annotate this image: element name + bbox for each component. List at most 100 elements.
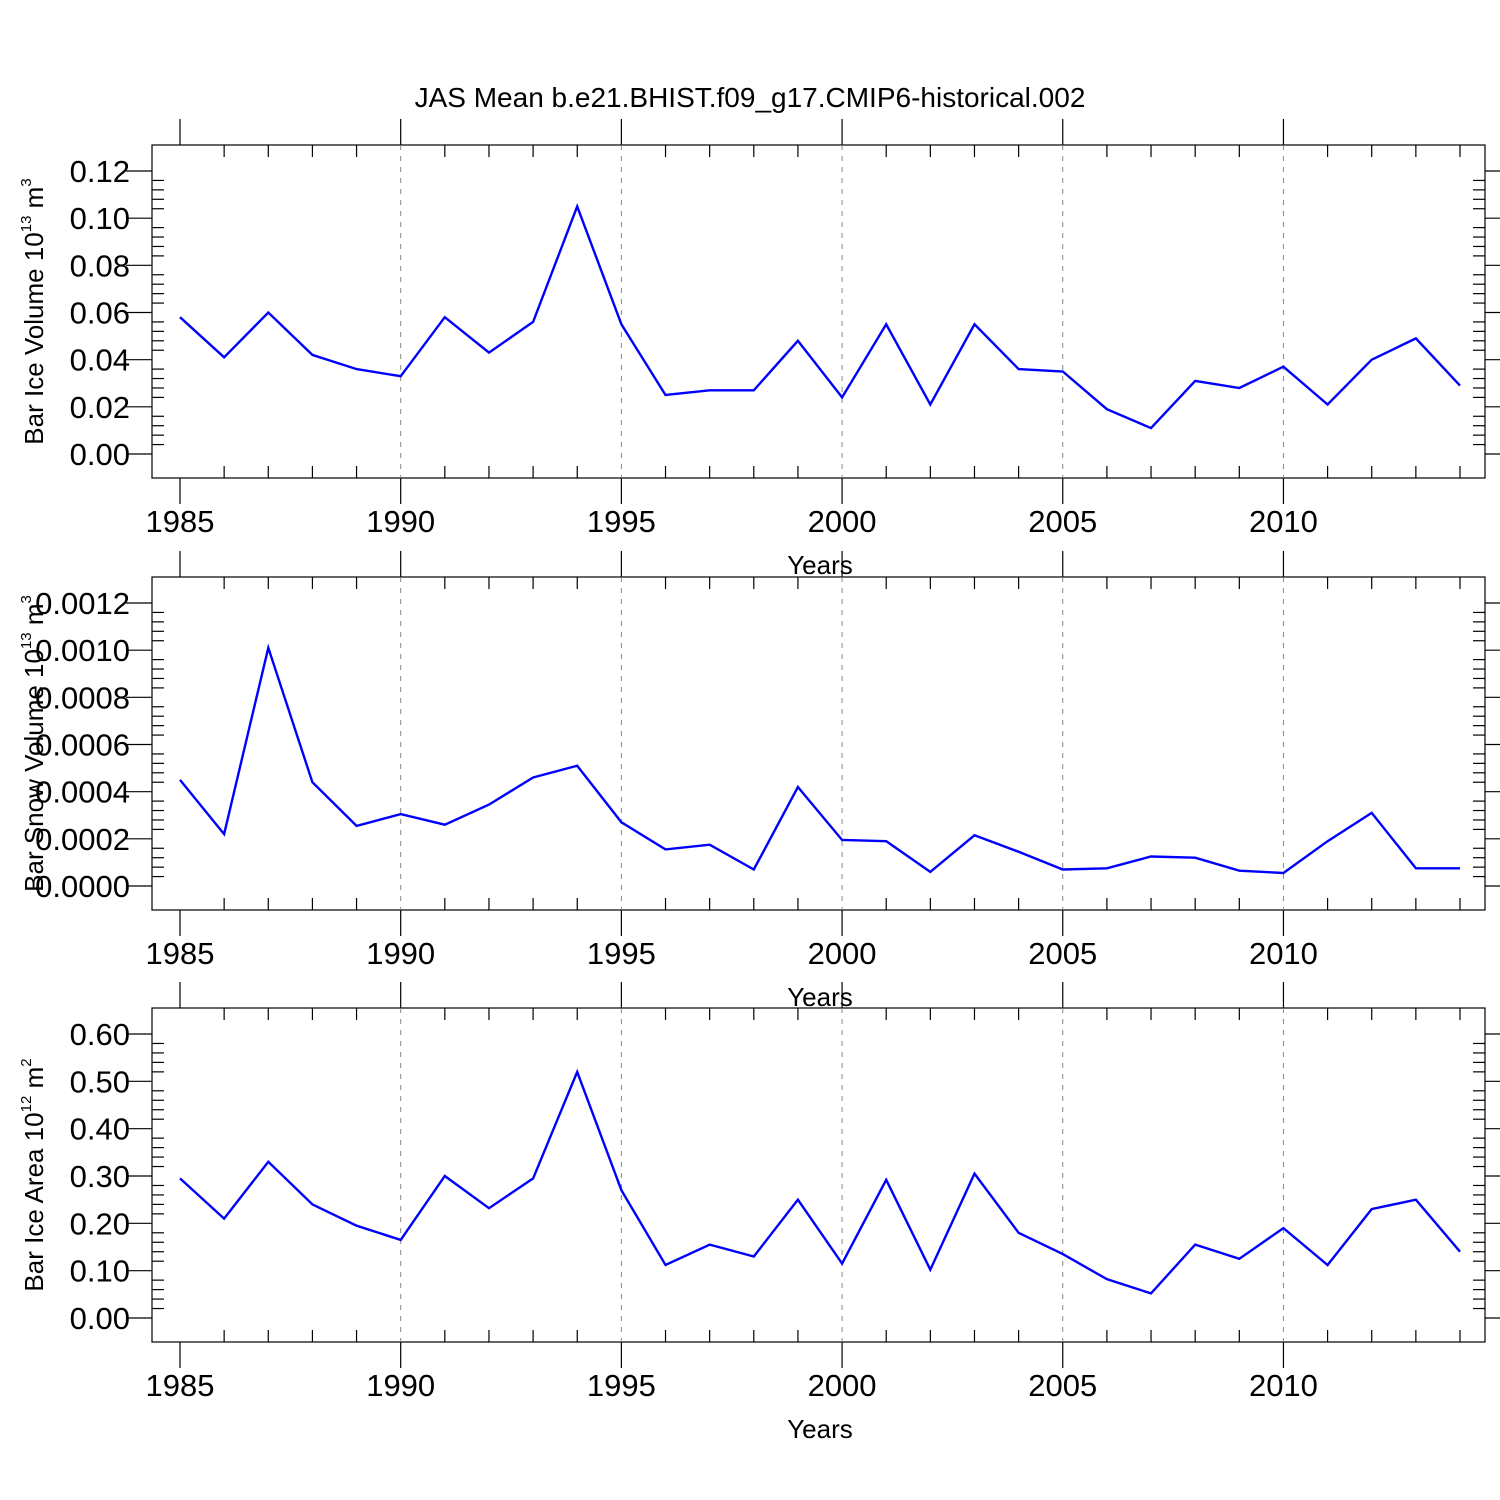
data-point xyxy=(1193,856,1197,860)
y-tick-label: 0.40 xyxy=(70,1112,130,1147)
data-point xyxy=(1105,1277,1109,1281)
data-point xyxy=(487,803,491,807)
y-tick-label: 0.0010 xyxy=(35,633,130,668)
data-point xyxy=(355,824,359,828)
data-point xyxy=(487,1206,491,1210)
panel-1: 1985 1990 1995 2000 2005 2010 0.00 0.02 0.04 0.06… xyxy=(18,119,1500,580)
data-point xyxy=(928,1268,932,1272)
data-point xyxy=(796,785,800,789)
data-point xyxy=(664,1263,668,1267)
data-point xyxy=(399,1238,403,1242)
data-point xyxy=(884,839,888,843)
data-point xyxy=(443,1174,447,1178)
data-point xyxy=(840,1262,844,1266)
data-point xyxy=(1105,407,1109,411)
data-point xyxy=(1414,336,1418,340)
y-tick-label: 0.12 xyxy=(70,154,130,189)
plot-frame xyxy=(151,1007,1486,1343)
x-tick-label: 2000 xyxy=(808,936,877,971)
x-tick-label: 1995 xyxy=(587,504,656,539)
x-tick-label: 2010 xyxy=(1249,936,1318,971)
data-point xyxy=(928,870,932,874)
data-point xyxy=(531,1176,535,1180)
x-axis-label: Years xyxy=(787,1414,853,1444)
panels: 1985 1990 1995 2000 2005 2010 0.00 0.02 0.04 0.06… xyxy=(18,119,1500,1444)
data-point xyxy=(1237,869,1241,873)
y-axis-label: Bar Ice Volume 1013 m3 xyxy=(18,178,49,444)
data-point xyxy=(266,646,270,650)
data-point xyxy=(619,322,623,326)
y-tick-label: 0.02 xyxy=(70,390,130,425)
data-point xyxy=(1326,402,1330,406)
series-line xyxy=(179,1068,1461,1295)
figure-title: JAS Mean b.e21.BHIST.f09_g17.CMIP6-histo… xyxy=(415,82,1086,113)
y-tick-label: 0.0004 xyxy=(35,775,130,810)
data-point xyxy=(1458,1250,1462,1254)
data-point xyxy=(1237,386,1241,390)
y-tick-label: 0.10 xyxy=(70,1254,130,1289)
data-point xyxy=(1281,871,1285,875)
data-point xyxy=(619,820,623,824)
data-point xyxy=(266,311,270,315)
data-point xyxy=(266,1160,270,1164)
y-tick-label: 0.00 xyxy=(70,1301,130,1336)
data-point xyxy=(531,776,535,780)
data-point xyxy=(796,339,800,343)
data-point xyxy=(752,867,756,871)
data-point xyxy=(1370,811,1374,815)
data-point xyxy=(1061,369,1065,373)
data-point xyxy=(1017,1231,1021,1235)
data-point xyxy=(355,1224,359,1228)
x-tick-label: 2000 xyxy=(808,504,877,539)
data-point xyxy=(1458,384,1462,388)
data-point xyxy=(708,843,712,847)
data-point xyxy=(972,322,976,326)
y-axis-label: Bar Ice Area 1012 m2 xyxy=(18,1058,49,1291)
x-tick-label: 2005 xyxy=(1028,936,1097,971)
data-point xyxy=(443,823,447,827)
y-axis-label: Bar Snow Volume 1013 m3 xyxy=(18,595,49,892)
plot-frame xyxy=(151,576,1486,911)
data-point xyxy=(575,764,579,768)
y-tick-label: 0.00 xyxy=(70,437,130,472)
x-axis-label: Years xyxy=(787,550,853,580)
x-tick-label: 2000 xyxy=(808,1368,877,1403)
x-tick-label: 1995 xyxy=(587,1368,656,1403)
data-point xyxy=(619,1188,623,1192)
data-point xyxy=(796,1198,800,1202)
data-point xyxy=(487,351,491,355)
data-point xyxy=(972,1172,976,1176)
y-tick-label: 0.60 xyxy=(70,1017,130,1052)
data-point xyxy=(1326,839,1330,843)
data-point xyxy=(1281,1226,1285,1230)
data-point xyxy=(1370,358,1374,362)
y-tick-label: 0.0008 xyxy=(35,680,130,715)
data-point xyxy=(1326,1263,1330,1267)
data-point xyxy=(1061,1252,1065,1256)
data-point xyxy=(1237,1257,1241,1261)
data-point xyxy=(664,847,668,851)
data-point xyxy=(1414,866,1418,870)
data-point xyxy=(399,812,403,816)
y-tick-label: 0.0000 xyxy=(35,869,130,904)
data-point xyxy=(1193,1243,1197,1247)
y-tick-label: 0.50 xyxy=(70,1064,130,1099)
data-point xyxy=(355,367,359,371)
y-tick-label: 0.0012 xyxy=(35,586,130,621)
y-tick-label: 0.06 xyxy=(70,296,130,331)
data-point xyxy=(1149,426,1153,430)
data-point xyxy=(708,388,712,392)
x-tick-label: 1990 xyxy=(366,936,435,971)
data-point xyxy=(884,322,888,326)
data-point xyxy=(1458,866,1462,870)
data-point xyxy=(928,402,932,406)
x-tick-label: 1990 xyxy=(366,504,435,539)
data-point xyxy=(443,315,447,319)
x-tick-label: 1985 xyxy=(146,504,215,539)
x-tick-label: 1990 xyxy=(366,1368,435,1403)
data-point xyxy=(752,1254,756,1258)
data-point xyxy=(1149,1291,1153,1295)
data-point xyxy=(972,833,976,837)
series-line xyxy=(179,203,1461,430)
